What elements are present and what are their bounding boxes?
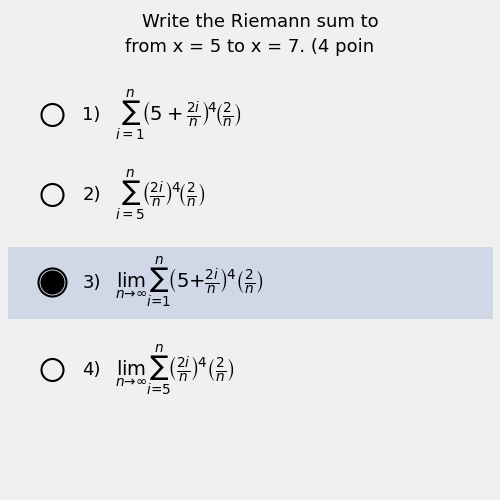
Text: $\lim_{n\to\infty}\sum_{i=5}^{n}\!\left(\frac{2i}{n}\right)^{\!4}\!\left(\frac{2: $\lim_{n\to\infty}\sum_{i=5}^{n}\!\left(… [115, 342, 235, 398]
Text: 4): 4) [82, 361, 101, 379]
Text: 1): 1) [82, 106, 101, 124]
Text: 3): 3) [82, 274, 101, 291]
Text: Write the Riemann sum to: Write the Riemann sum to [142, 14, 378, 32]
Text: $\lim_{n\to\infty}\sum_{i=1}^{n}\!\left(5+\frac{2i}{n}\right)^{\!4}\!\left(\frac: $\lim_{n\to\infty}\sum_{i=1}^{n}\!\left(… [115, 255, 264, 310]
Text: 2): 2) [82, 186, 101, 204]
Text: from x = 5 to x = 7. (4 poin: from x = 5 to x = 7. (4 poin [126, 38, 374, 56]
Text: $\sum_{i=5}^{n}\!\left(\frac{2i}{n}\right)^{\!4}\!\left(\frac{2}{n}\right)$: $\sum_{i=5}^{n}\!\left(\frac{2i}{n}\righ… [115, 168, 206, 222]
Text: $\sum_{i=1}^{n}\!\left(5+\frac{2i}{n}\right)^{\!4}\!\left(\frac{2}{n}\right)$: $\sum_{i=1}^{n}\!\left(5+\frac{2i}{n}\ri… [115, 88, 242, 142]
Circle shape [42, 272, 64, 293]
FancyBboxPatch shape [8, 246, 492, 318]
